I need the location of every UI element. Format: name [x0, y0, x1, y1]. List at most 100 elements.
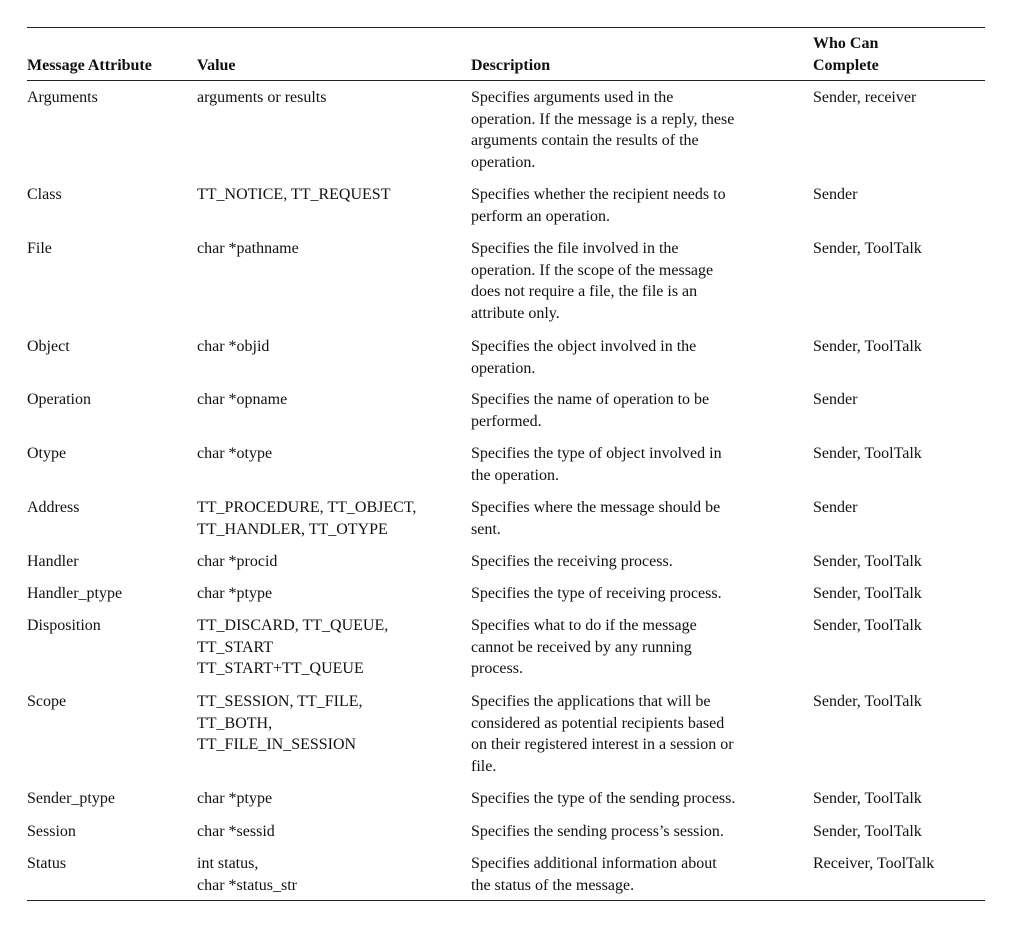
who-can-complete-cell: Sender, ToolTalk [813, 691, 922, 713]
attribute-cell: Status [27, 853, 66, 875]
cell-line: char *sessid [197, 823, 275, 840]
cell-line: Sender [813, 499, 858, 516]
description-cell: Specifies the type of receiving process. [471, 583, 722, 605]
table-bottom-rule [27, 900, 985, 901]
cell-line: Address [27, 499, 80, 516]
value-cell: char *ptype [197, 583, 272, 605]
cell-line: Specifies the receiving process. [471, 553, 673, 570]
attribute-cell: Address [27, 497, 79, 519]
description-cell: Specifies additional information about th… [471, 853, 717, 896]
cell-line: Sender, ToolTalk [813, 445, 922, 462]
cell-line: Specifies the name of operation to be [471, 391, 710, 408]
attribute-cell: Object [27, 336, 70, 358]
description-cell: Specifies the file involved in the operat… [471, 238, 713, 325]
cell-line: Value [197, 57, 236, 74]
cell-line: Specifies the type of the sending proces… [471, 790, 736, 807]
table-top-rule [27, 27, 985, 28]
cell-line: performed. [471, 412, 542, 430]
cell-line: TT_START+TT_QUEUE [197, 660, 364, 678]
who-can-complete-cell: Sender [813, 389, 857, 411]
attribute-cell: Scope [27, 691, 66, 713]
attribute-cell: Sender_ptype [27, 788, 115, 810]
cell-line: Sender [813, 186, 858, 203]
value-cell: arguments or results [197, 87, 326, 109]
value-cell: TT_PROCEDURE, TT_OBJECT, TT_HANDLER, TT_O… [197, 497, 416, 540]
description-cell: Specifies what to do if the message canno… [471, 615, 697, 680]
cell-line: Arguments [27, 89, 98, 106]
value-cell: char *opname [197, 389, 287, 411]
cell-line: Specifies what to do if the message [471, 617, 697, 634]
who-can-complete-cell: Sender, ToolTalk [813, 551, 922, 573]
attribute-cell: Handler [27, 551, 79, 573]
cell-line: TT_HANDLER, TT_OTYPE [197, 520, 388, 538]
cell-line: perform an operation. [471, 207, 611, 225]
cell-line: Sender, ToolTalk [813, 790, 922, 807]
who-can-complete-cell: Sender, ToolTalk [813, 788, 922, 810]
value-cell: TT_DISCARD, TT_QUEUE, TT_START TT_START+TT… [197, 615, 388, 680]
cell-line: char *ptype [197, 585, 273, 602]
cell-line: Specifies arguments used in the [471, 89, 674, 106]
who-can-complete-cell: Sender [813, 497, 857, 519]
cell-line: Session [27, 823, 76, 840]
value-cell: char *pathname [197, 238, 299, 260]
who-can-complete-cell: Sender, ToolTalk [813, 238, 922, 260]
attribute-cell: Class [27, 184, 62, 206]
description-cell: Specifies arguments used in the operation… [471, 87, 734, 174]
who-can-complete-cell: Sender [813, 184, 857, 206]
cell-line: arguments or results [197, 89, 327, 106]
description-cell: Specifies whether the recipient needs to… [471, 184, 726, 227]
cell-line: TT_DISCARD, TT_QUEUE, [197, 617, 389, 634]
cell-line: Status [27, 855, 67, 872]
description-cell: Specifies the applications that will be c… [471, 691, 734, 778]
cell-line: char *procid [197, 553, 278, 570]
value-cell: char *ptype [197, 788, 272, 810]
cell-line: Specifies the file involved in the [471, 240, 679, 257]
cell-line: char *otype [197, 445, 273, 462]
value-cell: int status, char *status_str [197, 853, 297, 896]
cell-line: operation. [471, 154, 536, 172]
cell-line: Disposition [27, 617, 101, 634]
header-rule [27, 80, 985, 81]
attribute-cell: Otype [27, 443, 66, 465]
cell-line: char *objid [197, 338, 270, 355]
cell-line: TT_SESSION, TT_FILE, [197, 693, 363, 710]
cell-line: Sender, receiver [813, 89, 917, 106]
cell-line: attribute only. [471, 305, 560, 323]
who-can-complete-cell: Sender, ToolTalk [813, 583, 922, 605]
cell-line: considered as potential recipients based [471, 714, 725, 732]
value-cell: TT_NOTICE, TT_REQUEST [197, 184, 390, 206]
cell-line: file. [471, 758, 497, 776]
attribute-cell: Handler_ptype [27, 583, 122, 605]
description-cell: Specifies where the message should be sen… [471, 497, 720, 540]
attribute-cell: Operation [27, 389, 91, 411]
value-cell: char *objid [197, 336, 269, 358]
cell-line: Message Attribute [27, 57, 152, 74]
value-cell: char *otype [197, 443, 272, 465]
cell-line: operation. [471, 359, 536, 377]
description-cell: Specifies the sending process’s session. [471, 821, 724, 843]
cell-line: Operation [27, 391, 91, 408]
cell-line: Sender, ToolTalk [813, 553, 922, 570]
cell-line: char *opname [197, 391, 288, 408]
cell-line: TT_NOTICE, TT_REQUEST [197, 186, 391, 203]
attribute-cell: Arguments [27, 87, 98, 109]
cell-line: Sender, ToolTalk [813, 585, 922, 602]
cell-line: cannot be received by any running [471, 638, 692, 656]
cell-line: Specifies the applications that will be [471, 693, 711, 710]
attribute-cell: File [27, 238, 52, 260]
cell-line: the status of the message. [471, 876, 635, 894]
cell-line: Description [471, 57, 551, 74]
cell-line: Scope [27, 693, 67, 710]
who-can-complete-cell: Sender, receiver [813, 87, 916, 109]
cell-line: Sender, ToolTalk [813, 693, 922, 710]
cell-line: Who Can [813, 35, 879, 53]
cell-line: the operation. [471, 466, 559, 484]
column-header: Message Attribute [27, 55, 152, 77]
cell-line: Specifies where the message should be [471, 499, 721, 516]
cell-line: File [27, 240, 52, 257]
cell-line: Object [27, 338, 70, 355]
cell-line: sent. [471, 520, 501, 538]
cell-line: char *status_str [197, 876, 297, 894]
value-cell: char *procid [197, 551, 277, 573]
cell-line: Specifies the object involved in the [471, 338, 697, 355]
